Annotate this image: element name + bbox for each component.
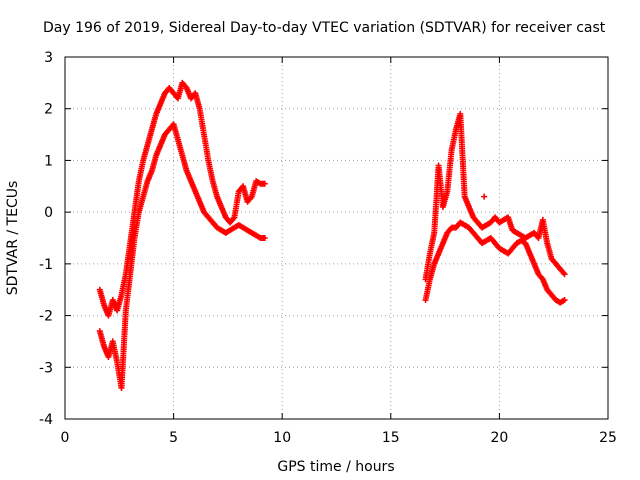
y-tick-label: -1: [39, 257, 53, 273]
x-axis-label: GPS time / hours: [277, 459, 394, 475]
y-tick-label: 2: [44, 102, 53, 118]
axis-tick-labels: 0 5 10 15 20 25 -4 -3 -2 -1 0 1 2 3: [39, 50, 617, 446]
data-points: [96, 79, 568, 391]
y-tick-label: -3: [39, 360, 53, 376]
x-tick-label: 0: [61, 430, 70, 446]
x-tick-label: 15: [382, 430, 400, 446]
data-point: [261, 180, 268, 187]
x-tick-label: 5: [169, 430, 178, 446]
data-point: [561, 297, 568, 304]
y-axis-label: SDTVAR / TECUs: [5, 181, 21, 296]
y-tick-label: 0: [44, 205, 53, 221]
data-point: [561, 271, 568, 278]
y-tick-label: -2: [39, 309, 53, 325]
y-tick-label: 3: [44, 50, 53, 66]
data-point: [481, 193, 488, 200]
x-tick-label: 20: [490, 430, 508, 446]
data-point: [261, 235, 268, 241]
plot-frame: [64, 56, 609, 420]
axis-ticks: [64, 56, 609, 420]
chart-title: Day 196 of 2019, Sidereal Day-to-day VTE…: [43, 20, 606, 36]
series-arc-2-upper: [422, 110, 568, 283]
y-tick-label: 1: [44, 153, 53, 169]
x-tick-label: 25: [599, 430, 617, 446]
series-arc-2-lower: [422, 219, 568, 306]
series-arc-1-upper: [96, 79, 268, 319]
grid-lines: [65, 57, 608, 419]
x-tick-label: 10: [273, 430, 291, 446]
series-arc-1-lower: [96, 121, 268, 391]
y-tick-label: -4: [39, 412, 53, 428]
series-isolated-point: [481, 193, 488, 200]
